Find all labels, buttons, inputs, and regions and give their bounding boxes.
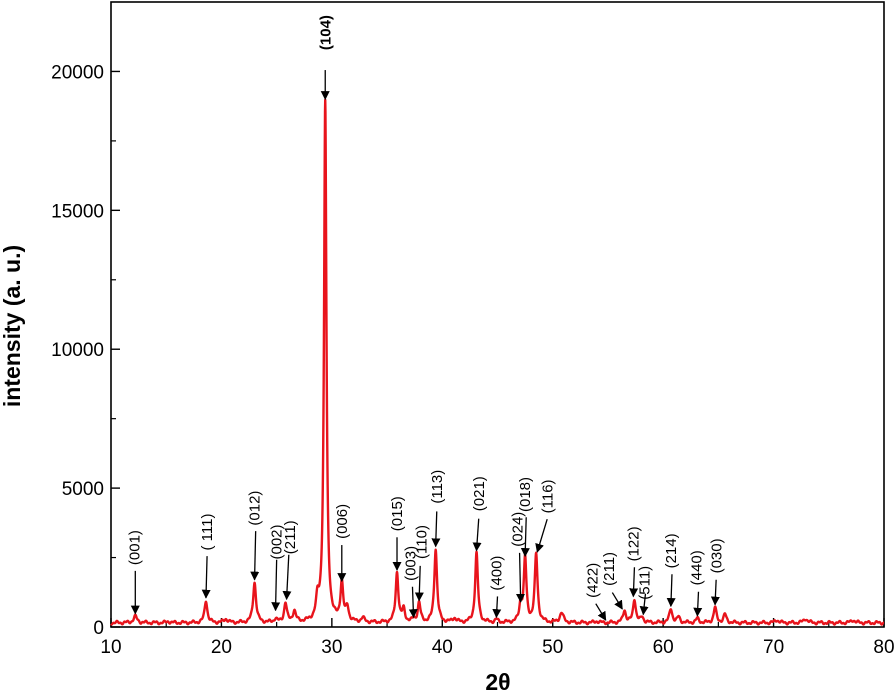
y-axis-title: intensity (a. u.) <box>0 245 25 407</box>
x-tick-label: 80 <box>873 637 894 658</box>
peak-arrow <box>535 519 548 553</box>
peak-arrow <box>516 552 526 603</box>
peak-label: (018) <box>517 477 534 512</box>
x-tick-label: 50 <box>542 637 563 658</box>
peak-label: (012) <box>247 491 264 526</box>
y-tick-label: 0 <box>93 618 104 639</box>
y-tick-label: 15000 <box>51 201 104 222</box>
plot-border <box>110 1 885 628</box>
y-axis: 0 5000 10000 15000 20000 <box>51 62 120 639</box>
peak-label: (511) <box>636 566 653 600</box>
peak-label: (400) <box>488 556 505 591</box>
peak-arrow <box>710 579 720 606</box>
peak-arrow <box>250 531 260 581</box>
peak-label: (002) <box>269 524 286 559</box>
series-line-group <box>110 98 885 626</box>
peak-label: (024) <box>509 512 526 547</box>
peak-arrow <box>639 593 649 616</box>
peak-arrow <box>431 511 441 548</box>
peak-arrow <box>414 565 424 602</box>
peak-arrow <box>666 574 676 608</box>
peak-arrow <box>520 517 530 558</box>
x-tick-label: 10 <box>100 637 121 658</box>
peak-arrow <box>492 596 502 619</box>
peak-label: (122) <box>625 526 642 561</box>
x-tick-label: 20 <box>211 637 232 658</box>
peak-label: (116) <box>539 479 556 513</box>
y-tick-label: 10000 <box>51 340 104 361</box>
peak-label: (440) <box>688 550 705 585</box>
x-axis-title: 2θ <box>485 669 510 694</box>
x-tick-label: 40 <box>432 637 453 658</box>
x-tick-label: 30 <box>321 637 342 658</box>
peak-arrow <box>201 556 211 599</box>
x-axis: 10 20 30 40 50 60 70 80 <box>100 618 895 658</box>
peak-arrow <box>271 559 281 612</box>
peak-label: (104) <box>317 15 334 50</box>
x-tick-label: 60 <box>653 637 674 658</box>
xrd-series-line <box>110 98 885 626</box>
peak-label: (110) <box>413 525 430 559</box>
peak-label: (021) <box>471 476 488 511</box>
peak-label: (003) <box>402 546 419 581</box>
peak-label: (030) <box>708 538 725 573</box>
peak-arrow <box>693 591 703 617</box>
y-tick-label: 5000 <box>62 479 104 500</box>
peak-label: (422) <box>585 563 602 598</box>
peak-label: ( 111) <box>199 514 216 551</box>
peak-label: (113) <box>429 470 446 504</box>
plot-frame <box>110 1 885 628</box>
peak-label: (211) <box>601 552 618 586</box>
y-tick-label: 20000 <box>51 62 104 83</box>
peak-arrow <box>282 554 292 601</box>
peak-arrow <box>595 603 607 621</box>
peak-label: (006) <box>334 504 351 539</box>
peak-arrow <box>408 586 418 619</box>
peak-arrow <box>472 518 482 552</box>
peak-label: (001) <box>126 530 143 565</box>
peak-arrow <box>629 567 639 598</box>
peak-arrow <box>611 592 623 610</box>
x-tick-label: 70 <box>763 637 784 658</box>
peak-annotations: (001)( 111)(012)(002)(211)(104)(006) (015… <box>126 15 725 621</box>
peak-label: (211) <box>282 520 299 554</box>
peak-label: (015) <box>389 496 406 531</box>
peak-label: (214) <box>663 533 680 568</box>
